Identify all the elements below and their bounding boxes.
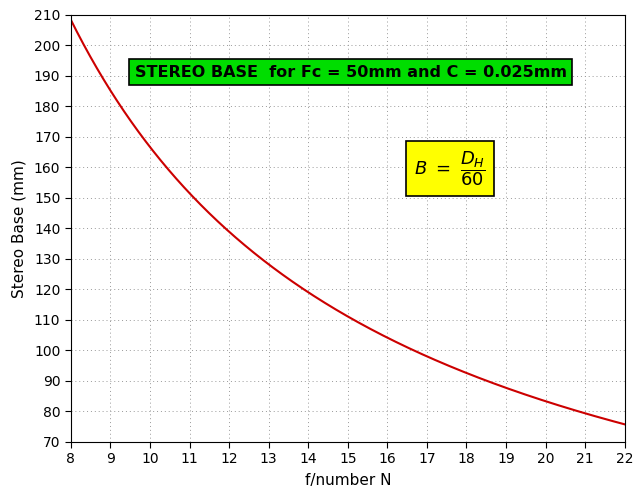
Y-axis label: Stereo Base (mm): Stereo Base (mm)	[12, 159, 27, 298]
Text: $B\ =\ \dfrac{D_H}{60}$: $B\ =\ \dfrac{D_H}{60}$	[414, 149, 486, 188]
X-axis label: f/number N: f/number N	[305, 473, 391, 488]
Text: STEREO BASE  for Fc = 50mm and C = 0.025mm: STEREO BASE for Fc = 50mm and C = 0.025m…	[135, 65, 567, 80]
